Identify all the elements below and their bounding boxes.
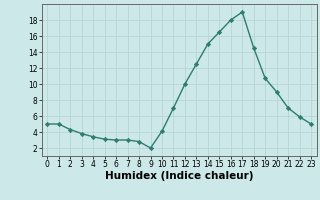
X-axis label: Humidex (Indice chaleur): Humidex (Indice chaleur) [105, 171, 253, 181]
